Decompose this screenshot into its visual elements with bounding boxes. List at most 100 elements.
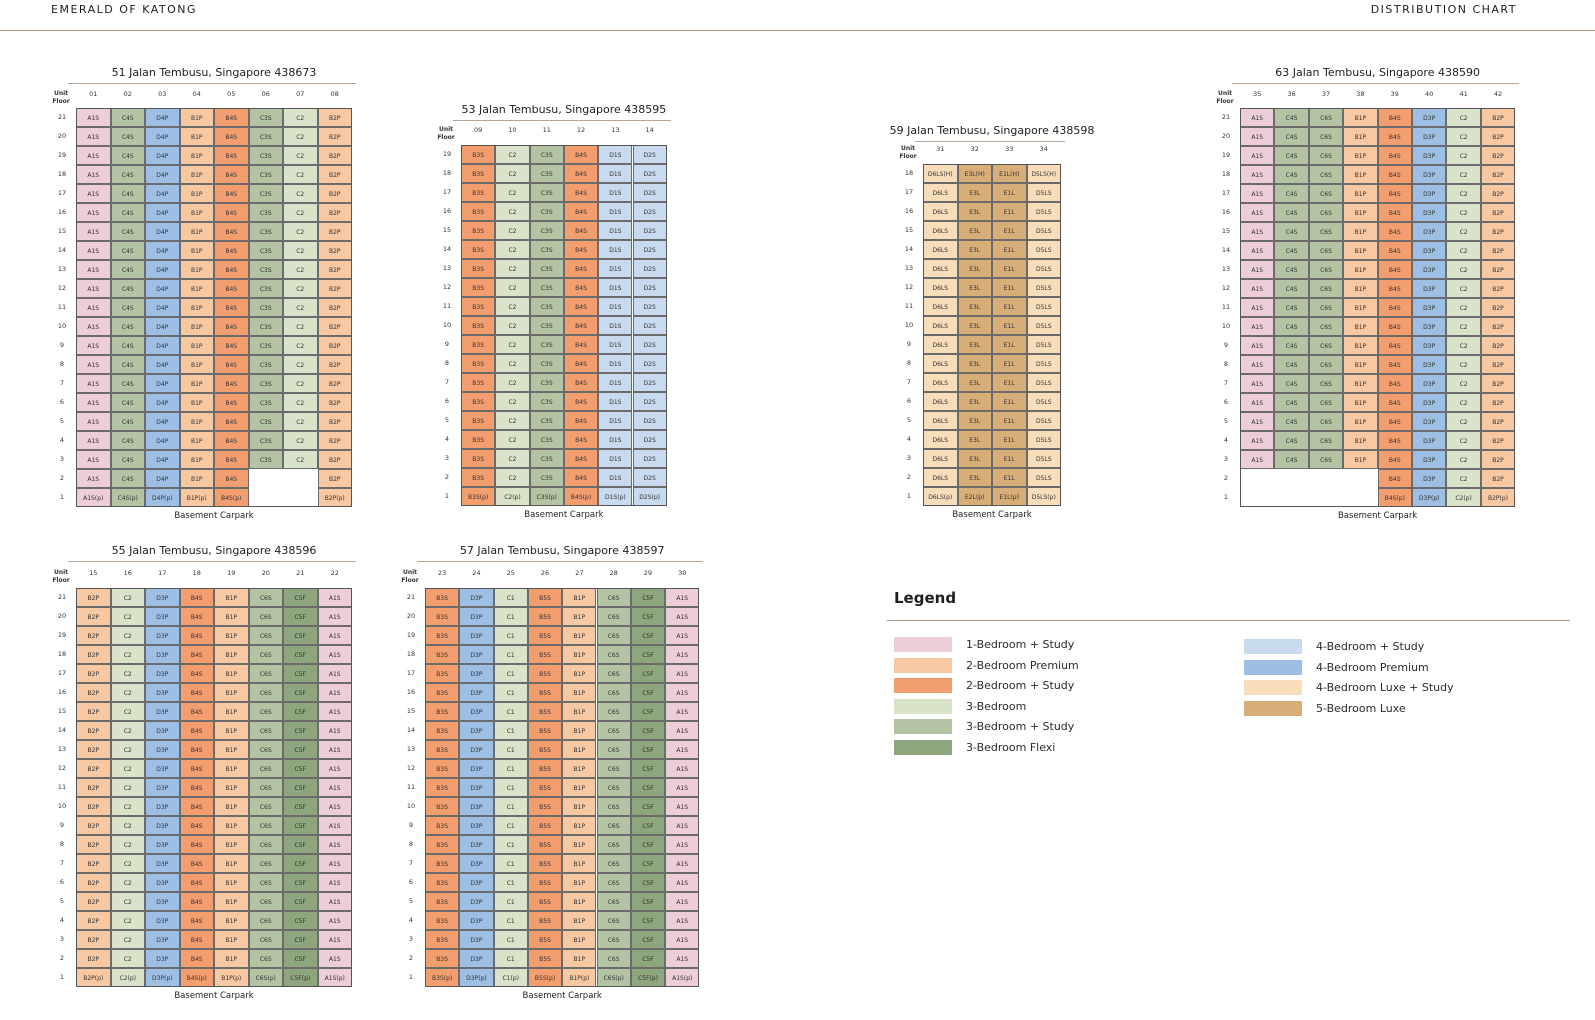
floor-label: 7 [444,378,450,386]
unit-cell: A1S(p) [317,968,352,987]
unit-cell: B4S [179,930,214,949]
unit-cell: B4S [179,664,214,683]
unit-cell: B1P [214,664,249,683]
unit-cell: A1S [1240,203,1275,222]
floor-label: 17 [904,188,914,196]
unit-cell: D6LS [923,202,958,221]
floor-label: 11 [406,783,416,791]
unit-cell: A1S [317,740,352,759]
unit-cell: D5LS [1026,411,1061,430]
unit-cell: C2 [495,354,530,373]
unit-cell: C2(p) [495,487,530,506]
unit-cell: E3L [957,221,992,240]
floor-label: 3 [444,454,450,462]
unit-cell: A1S [665,588,700,607]
unit-header: 06 [261,90,270,98]
unit-cell: B2P [317,317,352,336]
unit-cell: D1S [598,259,633,278]
unit-header: 01 [89,90,98,98]
unit-cell: C2 [283,374,318,393]
unit-cell: C5F [630,721,666,740]
unit-cell: B3S [425,892,460,911]
unit-cell: C2 [495,259,530,278]
unit-cell: C2 [495,430,530,449]
unit-cell: D2S [632,335,667,354]
unit-cell: B2P [1480,336,1516,355]
floor-label: 20 [1221,132,1231,140]
unit-cell: C6S [1308,260,1344,279]
unit-cell: B4S [563,297,599,316]
unit-cell: B3S [461,145,496,164]
floor-label: 9 [59,341,65,349]
unit-cell: D6LS [923,373,958,392]
unit-cell: B2P [76,607,111,626]
unit-cell: C2 [1446,184,1481,203]
unit-cell: B4S(p) [1377,488,1412,507]
unit-cell: B4S [1377,336,1412,355]
unit-cell: B2P [1480,260,1516,279]
floor-label: 7 [906,378,912,386]
floor-label: 6 [59,398,65,406]
unit-cell: C6S [248,873,283,892]
floor-label: 12 [442,283,452,291]
unit-cell: B2P [76,740,111,759]
unit-cell: C2 [1446,393,1481,412]
unit-cell: C6S [248,683,283,702]
unit-cell: C3S [529,145,564,164]
unit-cell: B2P [317,222,352,241]
unit-cell: C5F [630,683,666,702]
unit-cell: C6S [596,702,631,721]
unit-cell: D3P [1412,469,1447,488]
unit-header: 36 [1287,90,1296,98]
unit-cell: B4S [179,702,214,721]
unit-cell: A1S [317,873,352,892]
unit-cell: D5LS [1026,297,1061,316]
unit-cell: D3P [145,607,180,626]
unit-cell: B2P [317,431,352,450]
unit-cell: A1S [665,892,700,911]
unit-cell: B4S(p) [214,488,249,507]
unit-cell: B2P [1480,450,1516,469]
unit-cell: D3P [145,588,180,607]
unit-cell: C5F [283,645,318,664]
block-title-rule [915,141,1065,142]
unit-cell: B1P [562,949,597,968]
unit-cell: C5F [283,607,318,626]
unit-cell: A1S [665,740,700,759]
unit-header: 34 [1039,145,1048,153]
unit-cell: E1L [992,449,1027,468]
floor-label: 7 [59,379,65,387]
unit-cell: B4S [179,797,214,816]
unit-cell: B1P [179,165,214,184]
unit-cell: B4S [563,202,599,221]
unit-cell: C6S [596,854,631,873]
unit-cell: B1P [562,873,597,892]
unit-cell: E3L [957,259,992,278]
unit-cell: B1P [1343,165,1378,184]
unit-cell: A1S [317,759,352,778]
unit-cell: B2P [76,930,111,949]
floor-label: 15 [57,227,67,235]
unit-cell: C5F [283,626,318,645]
unit-cell: C3S [529,354,564,373]
unit-cell: B1P [214,911,249,930]
unit-cell: D3P [1412,146,1447,165]
unit-cell: A1S [76,431,111,450]
unit-cell: C3S [529,221,564,240]
unit-cell: C3S [529,183,564,202]
unit-cell: A1S [76,450,111,469]
unit-cell: C6S [596,759,631,778]
unit-cell: B2P [1480,222,1516,241]
unit-cell: D3P [1412,374,1447,393]
unit-cell: D2S [632,145,667,164]
unit-cell: C6S [1308,450,1344,469]
unit-cell: B4S [1377,317,1412,336]
unit-cell: E3L [957,316,992,335]
unit-cell: B1P [179,279,214,298]
unit-cell: B1P [562,702,597,721]
basement-carpark-label: Basement Carpark [1337,511,1418,521]
unit-cell: B4S [1377,203,1412,222]
unit-cell: D4P [145,127,180,146]
unit-cell: B4S [1377,450,1412,469]
legend-swatch [894,637,952,652]
